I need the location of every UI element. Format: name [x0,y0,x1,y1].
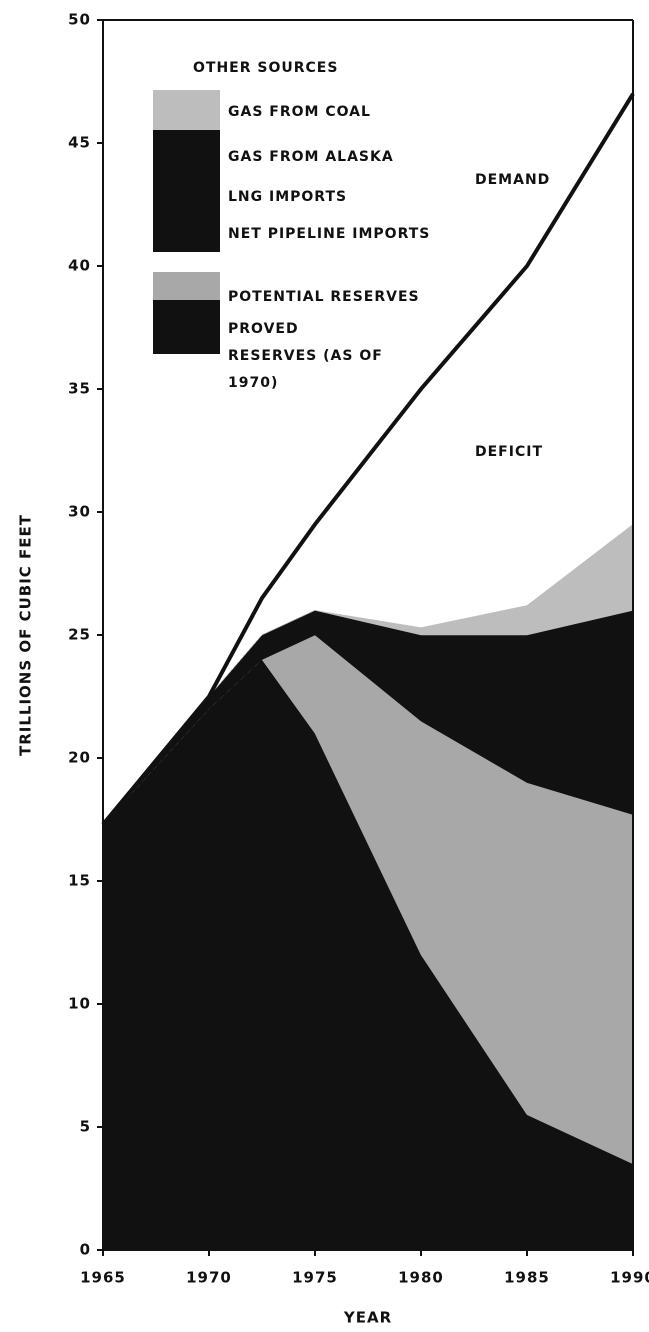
legend-title: OTHER SOURCES [193,60,338,76]
annotation: DEMAND [475,172,550,188]
y-tick-label: 30 [68,503,91,521]
x-tick-label: 1975 [292,1269,338,1287]
y-tick-label: 35 [68,380,91,398]
y-tick-label: 15 [68,872,91,890]
demand-line [101,92,635,826]
legend-swatch [153,300,220,354]
y-tick-label: 0 [80,1241,91,1259]
legend-label: POTENTIAL RESERVES [228,289,420,305]
legend-label: LNG IMPORTS [228,189,347,205]
y-axis-title: TRILLIONS OF CUBIC FEET [17,514,35,756]
legend-label: PROVED RESERVES (AS OF 1970) [228,321,383,391]
y-tick-label: 10 [68,995,91,1013]
y-tick-label: 5 [80,1118,91,1136]
y-tick-label: 20 [68,749,91,767]
legend-label: GAS FROM COAL [228,104,371,120]
y-tick-label: 50 [68,11,91,29]
x-axis-title: YEAR [343,1309,392,1327]
legend-swatch [153,90,220,130]
y-tick-label: 45 [68,134,91,152]
x-tick-label: 1970 [186,1269,232,1287]
legend-swatch [153,130,220,252]
legend-label: NET PIPELINE IMPORTS [228,226,430,242]
legend-label: GAS FROM ALASKA [228,149,394,165]
legend-swatch [153,272,220,300]
x-tick-label: 1990 [610,1269,649,1287]
x-tick-label: 1985 [504,1269,550,1287]
y-tick-label: 40 [68,257,91,275]
annotation: DEFICIT [475,444,543,460]
x-tick-label: 1980 [398,1269,444,1287]
x-tick-label: 1965 [80,1269,126,1287]
y-tick-label: 25 [68,626,91,644]
